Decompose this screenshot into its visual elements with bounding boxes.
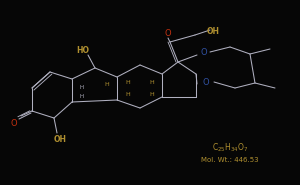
Text: H: H xyxy=(105,82,110,87)
Text: O: O xyxy=(165,28,171,38)
Text: C$_{25}$H$_{34}$O$_{7}$: C$_{25}$H$_{34}$O$_{7}$ xyxy=(212,142,248,154)
Text: H: H xyxy=(126,92,130,97)
Text: H: H xyxy=(126,80,130,85)
Text: OH: OH xyxy=(53,135,67,144)
Text: H: H xyxy=(80,85,84,90)
Text: O: O xyxy=(11,119,17,127)
Text: H: H xyxy=(150,80,154,85)
Text: O: O xyxy=(201,48,207,56)
Text: OH: OH xyxy=(206,26,220,36)
Text: Mol. Wt.: 446.53: Mol. Wt.: 446.53 xyxy=(201,157,259,163)
Text: HO: HO xyxy=(76,46,89,55)
Text: H: H xyxy=(150,92,154,97)
Text: O: O xyxy=(203,78,209,87)
Text: H: H xyxy=(80,93,84,98)
